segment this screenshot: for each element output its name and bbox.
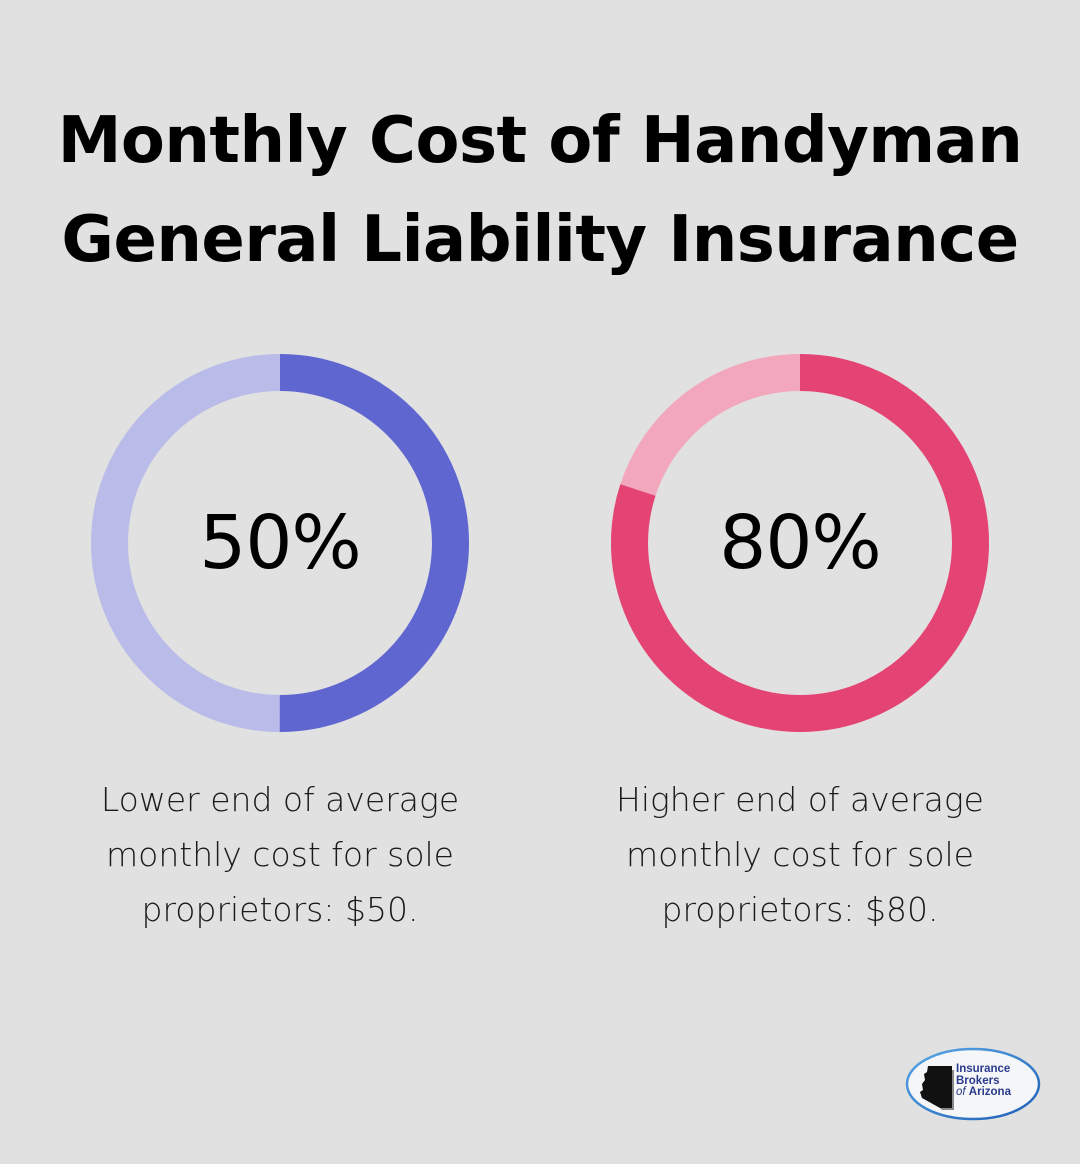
donut-ring-low bbox=[91, 354, 469, 732]
percent-value: 50% bbox=[199, 500, 361, 586]
donut-fill bbox=[91, 354, 469, 732]
donut-fill bbox=[611, 354, 989, 732]
company-logo: Insurance Brokers of Arizona bbox=[904, 1046, 1042, 1122]
donut-chart-high: 80% bbox=[611, 354, 989, 732]
arizona-state-icon bbox=[920, 1066, 952, 1108]
title-line-1: Monthly Cost of Handyman bbox=[57, 104, 1023, 178]
stat-caption-low: Lower end of average monthly cost for so… bbox=[100, 780, 460, 929]
donut-chart-low: 50% bbox=[91, 354, 469, 732]
stat-caption-high: Higher end of average monthly cost for s… bbox=[616, 780, 984, 929]
logo-text: Insurance Brokers of Arizona bbox=[956, 1063, 1011, 1098]
page-title: Monthly Cost of Handyman General Liabili… bbox=[0, 92, 1080, 290]
logo-oval-icon bbox=[905, 1047, 1041, 1121]
donut-ring-high bbox=[611, 354, 989, 732]
percent-value: 80% bbox=[719, 500, 881, 586]
title-line-2: General Liability Insurance bbox=[61, 203, 1019, 277]
